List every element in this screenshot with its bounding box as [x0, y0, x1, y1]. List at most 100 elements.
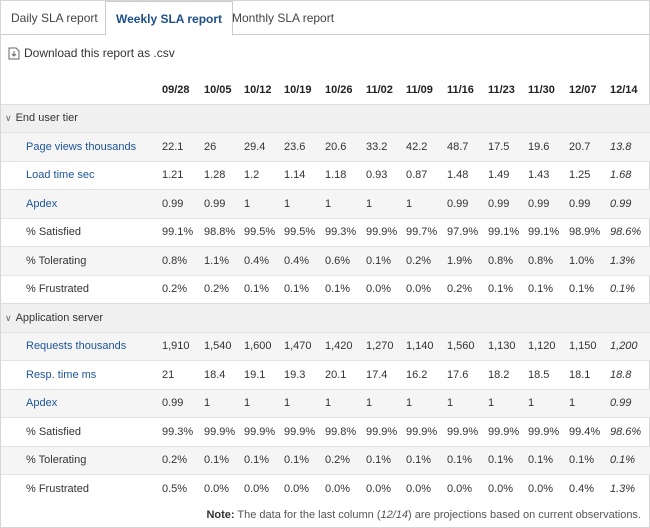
value-cell: 19.6 — [525, 132, 566, 161]
table-row: Apdex 0.99 0.99 1 1 1 1 1 0.99 0.99 0.99 0.99 0.99 — [1, 189, 650, 218]
projected-value-cell: 98.6% — [607, 217, 650, 247]
value-cell: 0.1% — [241, 445, 281, 475]
column-header: 10/19 — [284, 84, 312, 97]
value-cell: 1 — [241, 189, 281, 218]
download-csv-link[interactable]: Download this report as .csv — [8, 46, 175, 60]
value-cell: 99.3% — [322, 217, 363, 247]
tab-monthly[interactable]: Monthly SLA report — [232, 11, 335, 25]
projected-value-cell: 98.6% — [607, 417, 650, 446]
projected-value-cell: 1.3% — [607, 474, 650, 503]
chevron-down-icon[interactable]: ∨ — [5, 312, 12, 323]
value-cell: 0.0% — [525, 474, 566, 503]
column-header: 12/07 — [569, 84, 597, 97]
value-cell: 19.3 — [281, 360, 322, 389]
value-cell: 0.1% — [281, 445, 322, 475]
metric-label: % Satisfied — [1, 417, 159, 446]
note-column: 12/14 — [380, 509, 409, 521]
value-cell: 1.43 — [525, 160, 566, 190]
value-cell: 99.4% — [566, 417, 607, 446]
value-cell: 0.2% — [403, 246, 444, 275]
table-row: % Satisfied 99.1% 98.8% 99.5% 99.5% 99.3% 99.9… — [1, 217, 650, 247]
value-cell: 1 — [525, 388, 566, 418]
column-header: 10/12 — [244, 84, 272, 97]
value-cell: 1,270 — [363, 331, 403, 361]
table-row: % Tolerating 0.8% 1.1% 0.4% 0.4% 0.6% 0.1% 0.2%… — [1, 246, 650, 275]
value-cell: 1 — [444, 388, 485, 418]
chevron-down-icon[interactable]: ∨ — [5, 113, 12, 124]
table-row: Requests thousands 1,910 1,540 1,600 1,470 1,… — [1, 331, 650, 361]
section-header[interactable]: ∨ Application server — [1, 303, 650, 332]
value-cell: 1 — [363, 388, 403, 418]
value-cell: 0.2% — [159, 445, 201, 475]
value-cell: 99.1% — [525, 217, 566, 247]
download-file-icon — [8, 47, 20, 59]
value-cell: 0.1% — [566, 274, 607, 304]
value-cell: 18.4 — [201, 360, 241, 389]
value-cell: 19.1 — [241, 360, 281, 389]
value-cell: 0.0% — [485, 474, 525, 503]
projected-value-cell: 13.8 — [607, 132, 650, 161]
value-cell: 20.7 — [566, 132, 607, 161]
value-cell: 0.2% — [159, 274, 201, 304]
value-cell: 1.48 — [444, 160, 485, 190]
section-title-cell: ∨ End user tier — [1, 103, 650, 133]
value-cell: 1.18 — [322, 160, 363, 190]
value-cell: 1,540 — [201, 331, 241, 361]
value-cell: 0.99 — [159, 388, 201, 418]
value-cell: 1.0% — [566, 246, 607, 275]
value-cell: 0.1% — [403, 445, 444, 475]
value-cell: 98.8% — [201, 217, 241, 247]
value-cell: 0.1% — [485, 445, 525, 475]
value-cell: 99.1% — [159, 217, 201, 247]
metric-link[interactable]: Apdex — [1, 388, 159, 418]
metric-link[interactable]: Resp. time ms — [1, 360, 159, 389]
metric-link[interactable]: Apdex — [1, 189, 159, 218]
projected-value-cell: 0.99 — [607, 388, 650, 418]
value-cell: 0.99 — [159, 189, 201, 218]
column-header: 11/09 — [406, 84, 433, 97]
value-cell: 0.1% — [444, 445, 485, 475]
metric-link[interactable]: Requests thousands — [1, 331, 159, 361]
column-header: 12/14 — [610, 84, 638, 97]
value-cell: 33.2 — [363, 132, 403, 161]
value-cell: 99.5% — [281, 217, 322, 247]
value-cell: 0.4% — [566, 474, 607, 503]
value-cell: 0.93 — [363, 160, 403, 190]
tab-weekly[interactable]: Weekly SLA report — [105, 1, 234, 36]
column-header: 10/26 — [325, 84, 353, 97]
metric-label: % Tolerating — [1, 445, 159, 475]
value-cell: 0.4% — [281, 246, 322, 275]
value-cell: 17.5 — [485, 132, 525, 161]
value-cell: 0.99 — [485, 189, 525, 218]
value-cell: 1,140 — [403, 331, 444, 361]
value-cell: 1 — [281, 189, 322, 218]
note-text-before: The data for the last column ( — [234, 509, 381, 521]
value-cell: 0.1% — [525, 274, 566, 304]
value-cell: 99.9% — [444, 417, 485, 446]
value-cell: 48.7 — [444, 132, 485, 161]
value-cell: 0.1% — [566, 445, 607, 475]
value-cell: 21 — [159, 360, 201, 389]
value-cell: 0.1% — [363, 246, 403, 275]
section-title: End user tier — [15, 112, 78, 125]
value-cell: 0.0% — [241, 474, 281, 503]
value-cell: 0.0% — [363, 274, 403, 304]
value-cell: 99.9% — [363, 217, 403, 247]
header-spacer — [1, 77, 159, 104]
projected-value-cell: 0.1% — [607, 274, 650, 304]
value-cell: 18.5 — [525, 360, 566, 389]
value-cell: 0.1% — [322, 274, 363, 304]
value-cell: 0.99 — [201, 189, 241, 218]
value-cell: 1 — [322, 189, 363, 218]
value-cell: 1.9% — [444, 246, 485, 275]
projected-value-cell: 18.8 — [607, 360, 650, 389]
table-row: % Tolerating 0.2% 0.1% 0.1% 0.1% 0.2% 0.1% 0.1%… — [1, 445, 650, 475]
report-tabs: Daily SLA report Weekly SLA report Month… — [1, 1, 650, 36]
metric-link[interactable]: Load time sec — [1, 160, 159, 190]
tab-daily[interactable]: Daily SLA report — [11, 11, 98, 25]
metric-link[interactable]: Page views thousands — [1, 132, 159, 161]
section-header[interactable]: ∨ End user tier — [1, 103, 650, 133]
value-cell: 0.0% — [201, 474, 241, 503]
value-cell: 1 — [363, 189, 403, 218]
note-text-after: ) are projections based on current obser… — [408, 509, 641, 521]
